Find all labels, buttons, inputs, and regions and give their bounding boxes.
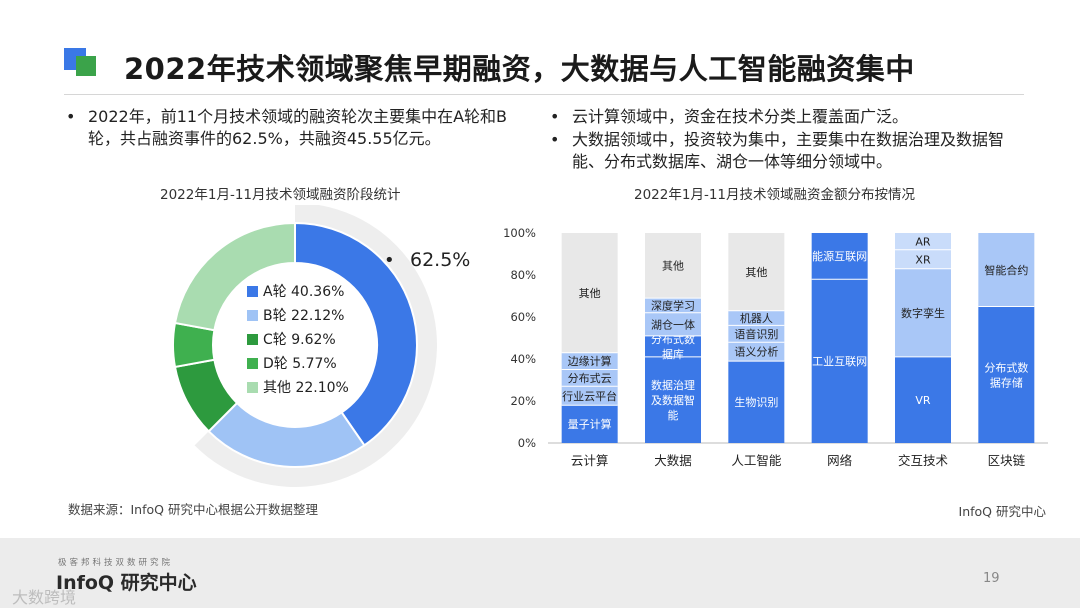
segment-label: 据库 xyxy=(662,347,684,361)
y-tick-label: 0% xyxy=(518,436,536,450)
donut-highlight-ring xyxy=(194,205,437,487)
y-tick-label: 20% xyxy=(510,394,536,408)
right-bullet-2: 大数据领域中，投资较为集中，主要集中在数据治理及数据智能、分布式数据库、湖仓一体… xyxy=(550,129,1018,173)
right-bullet-1: 云计算领域中，资金在技术分类上覆盖面广泛。 xyxy=(550,106,1018,128)
bar-segment-1-5 xyxy=(561,233,618,353)
segment-label: 其他 xyxy=(662,260,684,273)
x-tick-label: 区块链 xyxy=(988,453,1026,468)
page-number: 19 xyxy=(983,571,1000,586)
legend-swatch-1 xyxy=(247,286,258,297)
bar-segment-1-1 xyxy=(561,405,618,443)
right-bullets: 云计算领域中，资金在技术分类上覆盖面广泛。 大数据领域中，投资较为集中，主要集中… xyxy=(548,106,1018,174)
legend-label-5: 其他 22.10% xyxy=(263,380,349,396)
donut-slice-5 xyxy=(173,221,296,332)
segment-label: 分布式数 xyxy=(984,361,1028,374)
bar-segment-4-2 xyxy=(811,233,868,280)
callout-bullet: • xyxy=(384,250,395,271)
x-tick-label: 大数据 xyxy=(654,453,692,468)
segment-label: 智能合约 xyxy=(984,263,1028,277)
segment-label: 语义分析 xyxy=(734,345,778,359)
segment-label: 工业互联网 xyxy=(812,355,867,368)
bar-segment-3-1 xyxy=(728,361,785,443)
legend-label-3: C轮 9.62% xyxy=(263,332,336,348)
segment-label: 机器人 xyxy=(740,311,773,325)
donut-slice-1 xyxy=(294,221,418,447)
left-bullets: 2022年，前11个月技术领域的融资轮次主要集中在A轮和B轮，共占融资事件的62… xyxy=(64,106,514,151)
segment-label: 行业云平台 xyxy=(562,389,617,403)
bar-segment-2-4 xyxy=(645,298,701,313)
y-tick-label: 40% xyxy=(510,352,536,366)
segment-label: 数字孪生 xyxy=(901,306,945,320)
bar-segment-3-5 xyxy=(728,233,785,311)
segment-label: 生物识别 xyxy=(734,395,778,409)
segment-label: 深度学习 xyxy=(651,298,695,312)
bar-segment-2-5 xyxy=(645,233,701,299)
bar-segment-5-4 xyxy=(895,233,951,250)
segment-label: 其他 xyxy=(745,266,767,279)
title-divider xyxy=(64,94,1024,95)
segment-label: AR xyxy=(915,235,931,248)
bar-segment-3-3 xyxy=(728,325,785,343)
x-tick-label: 人工智能 xyxy=(731,453,782,468)
legend-swatch-3 xyxy=(247,334,258,345)
segment-label: 能 xyxy=(668,408,679,422)
segment-label: 及数据智 xyxy=(651,393,695,407)
logo-square-green xyxy=(76,56,96,76)
segment-label: 量子计算 xyxy=(568,417,612,431)
bar-segment-4-1 xyxy=(811,279,868,443)
footer-bar xyxy=(0,538,1080,608)
x-tick-label: 云计算 xyxy=(571,453,609,468)
bar-segment-1-3 xyxy=(561,369,618,387)
bar-segment-2-3 xyxy=(645,312,701,336)
segment-label: 数据治理 xyxy=(651,378,695,392)
segment-label: 语音识别 xyxy=(734,327,778,341)
legend-swatch-2 xyxy=(247,310,258,321)
callout-value: 62.5% xyxy=(410,249,470,271)
page-title: 2022年技术领域聚焦早期融资，大数据与人工智能融资集中 xyxy=(124,52,915,86)
left-bullet-1: 2022年，前11个月技术领域的融资轮次主要集中在A轮和B轮，共占融资事件的62… xyxy=(66,106,514,150)
segment-label: 其他 xyxy=(579,287,601,300)
segment-label: VR xyxy=(915,394,931,407)
segment-label: XR xyxy=(915,253,931,266)
bar-segment-1-4 xyxy=(561,352,618,370)
legend-label-1: A轮 40.36% xyxy=(263,284,344,300)
bar-segment-5-2 xyxy=(895,268,951,357)
bar-segment-2-1 xyxy=(645,356,701,443)
segment-label: 边缘计算 xyxy=(568,354,612,368)
bar-segment-5-3 xyxy=(895,249,951,269)
bar-chart-title: 2022年1月-11月技术领域融资金额分布按情况 xyxy=(634,187,915,203)
segment-label: 能源互联网 xyxy=(812,249,867,263)
data-source-note: 数据来源：InfoQ 研究中心根据公开数据整理 xyxy=(68,502,318,517)
y-tick-label: 100% xyxy=(503,226,536,240)
bar-segment-3-4 xyxy=(728,310,785,326)
donut-chart: • 62.5% A轮 40.36% B轮 22.12% C轮 9.62% D轮 5.77%… xyxy=(172,205,470,487)
legend-label-4: D轮 5.77% xyxy=(263,356,337,372)
x-tick-label: 交互技术 xyxy=(898,453,949,468)
footer-org-small: 极客邦科技双数研究院 xyxy=(58,558,174,568)
bar-segment-6-2 xyxy=(978,233,1035,307)
legend-swatch-4 xyxy=(247,358,258,369)
legend-swatch-5 xyxy=(247,382,258,393)
bar-segment-6-1 xyxy=(978,306,1035,443)
bar-segment-3-2 xyxy=(728,342,785,362)
segment-label: 据存储 xyxy=(990,375,1023,389)
stacked-bar-chart: 0% 20% 40% 60% 80% 100% 量子计算 行业云平台 分布式云 边缘计算 其他云计算… xyxy=(503,226,1048,468)
y-tick-label: 60% xyxy=(510,310,536,324)
y-tick-label: 80% xyxy=(510,268,536,282)
credit-label: InfoQ 研究中心 xyxy=(958,504,1046,519)
legend-label-2: B轮 22.12% xyxy=(263,308,344,324)
donut-chart-title: 2022年1月-11月技术领域融资阶段统计 xyxy=(160,187,401,203)
x-tick-label: 网络 xyxy=(827,453,853,468)
footer-watermark: 大数跨境 xyxy=(12,588,77,607)
segment-label: 湖仓一体 xyxy=(651,317,695,331)
footer-brand-logo: InfoQ 研究中心 xyxy=(56,572,197,594)
segment-label: 分布式云 xyxy=(568,372,612,385)
bar-segment-1-2 xyxy=(561,386,618,406)
bar-segment-2-2 xyxy=(645,335,701,357)
bar-segment-5-1 xyxy=(895,356,951,443)
